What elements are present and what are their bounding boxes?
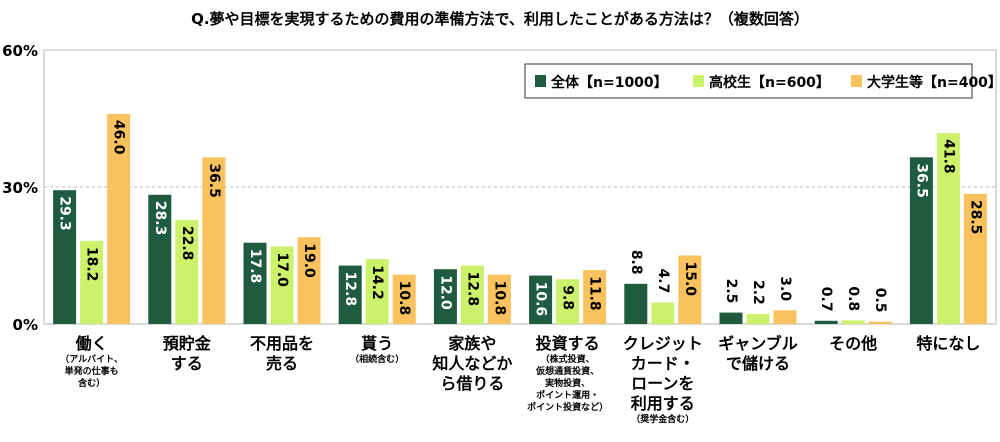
bar-value-label: 15.0 bbox=[682, 262, 698, 297]
bar bbox=[175, 219, 199, 324]
bar bbox=[243, 242, 267, 324]
bar-value-label: 10.8 bbox=[491, 281, 507, 316]
bar-value-label: 36.5 bbox=[206, 163, 222, 198]
x-category-label: ギャンブル で儲ける bbox=[710, 334, 805, 374]
category-main-text: 不用品を 売る bbox=[249, 334, 314, 373]
bar bbox=[719, 312, 743, 324]
bar-value-label: 17.0 bbox=[274, 252, 290, 287]
bar-value-label: 0.5 bbox=[872, 288, 888, 313]
category-main-text: ギャンブル で儲ける bbox=[718, 334, 798, 373]
x-category-label: クレジット カード・ ローンを 利用する （奨学金含む） bbox=[615, 334, 710, 426]
bar bbox=[746, 313, 770, 324]
bar-value-label: 2.5 bbox=[723, 279, 739, 304]
bar bbox=[107, 113, 131, 324]
bar bbox=[270, 246, 294, 324]
legend-label: 全体【n=1000】 bbox=[550, 74, 668, 91]
bar-value-label: 10.8 bbox=[396, 281, 412, 316]
x-category-label: 投資する （株式投資、 仮想通貨投資、 実物投資、 ポイント運用・ ポイント投資な… bbox=[520, 334, 615, 414]
x-category-label: 預貯金 する bbox=[139, 334, 234, 374]
category-main-text: クレジット カード・ ローンを 利用する bbox=[622, 334, 703, 413]
bar bbox=[651, 302, 675, 324]
bar-value-label: 19.0 bbox=[301, 243, 317, 278]
category-sub-text: （株式投資、 仮想通貨投資、 実物投資、 ポイント運用・ ポイント投資など） bbox=[527, 355, 609, 413]
x-category-label: 家族や 知人などから借りる bbox=[425, 334, 520, 394]
bar bbox=[365, 259, 389, 324]
legend-swatch bbox=[851, 75, 862, 87]
bar-value-label: 29.3 bbox=[57, 196, 73, 231]
bar bbox=[556, 279, 580, 324]
bar bbox=[963, 193, 987, 324]
x-category-label: 不用品を 売る bbox=[234, 334, 329, 374]
category-main-text: その他 bbox=[829, 334, 878, 353]
bar bbox=[487, 274, 511, 324]
bar-value-label: 22.8 bbox=[179, 226, 195, 261]
bar bbox=[624, 283, 648, 324]
bar-value-label: 0.7 bbox=[818, 287, 834, 312]
bar bbox=[202, 157, 226, 324]
bar-value-label: 4.7 bbox=[655, 269, 671, 294]
bar-value-label: 28.3 bbox=[152, 201, 168, 236]
category-sub-text: （相続含む） bbox=[350, 355, 405, 365]
bar bbox=[148, 194, 172, 324]
legend-swatch bbox=[535, 75, 546, 87]
category-main-text: 預貯金 する bbox=[162, 334, 211, 373]
category-main-text: 働く bbox=[75, 334, 108, 353]
bar-value-label: 10.6 bbox=[533, 282, 549, 317]
category-main-text: 貰う bbox=[361, 334, 394, 353]
chart-title: Q.夢や目標を実現するための費用の準備方法で、利用したことがある方法は？（複数回… bbox=[191, 10, 809, 28]
bar bbox=[814, 320, 838, 324]
bar bbox=[529, 275, 553, 324]
bar-value-label: 18.2 bbox=[84, 247, 100, 282]
y-tick-label: 30% bbox=[2, 179, 38, 197]
bar-value-label: 2.2 bbox=[750, 280, 766, 305]
bar-value-label: 41.8 bbox=[940, 139, 956, 174]
bar-value-label: 12.0 bbox=[437, 275, 453, 310]
bar-value-label: 12.8 bbox=[342, 272, 358, 307]
bar bbox=[297, 237, 321, 324]
bar bbox=[583, 270, 607, 324]
bar bbox=[392, 274, 416, 324]
bar-value-label: 0.8 bbox=[845, 286, 861, 311]
bar bbox=[53, 190, 77, 324]
category-main-text: 投資する bbox=[535, 334, 600, 353]
bar-value-label: 8.8 bbox=[628, 250, 644, 275]
legend-swatch bbox=[693, 75, 704, 87]
y-tick-label: 60% bbox=[2, 42, 38, 60]
bar-value-label: 11.8 bbox=[587, 276, 603, 311]
y-tick-label: 0% bbox=[13, 316, 38, 334]
bar-value-label: 12.8 bbox=[464, 272, 480, 307]
bar bbox=[773, 310, 797, 324]
category-main-text: 特になし bbox=[916, 334, 981, 353]
category-main-text: 家族や 知人などから借りる bbox=[432, 334, 513, 393]
legend-label: 大学生等【n=400】 bbox=[867, 74, 1000, 91]
legend-box bbox=[524, 63, 973, 99]
bar bbox=[338, 265, 362, 324]
category-sub-text: （アルバイト、 単発の仕事も 含む） bbox=[60, 355, 123, 389]
bar bbox=[433, 269, 457, 324]
bar-value-label: 46.0 bbox=[111, 120, 127, 155]
x-category-label: 貰う （相続含む） bbox=[330, 334, 425, 366]
bar-value-label: 28.5 bbox=[967, 200, 983, 235]
bar bbox=[868, 321, 892, 324]
bar bbox=[678, 255, 702, 324]
bar-value-label: 9.8 bbox=[560, 285, 576, 310]
bar bbox=[841, 320, 865, 324]
bar-value-label: 36.5 bbox=[913, 163, 929, 198]
bar bbox=[936, 133, 960, 324]
bar-value-label: 17.8 bbox=[247, 249, 263, 284]
bar bbox=[909, 157, 933, 324]
legend-label: 高校生【n=600】 bbox=[709, 74, 830, 91]
x-category-label: 特になし bbox=[901, 334, 996, 354]
x-category-label: その他 bbox=[806, 334, 901, 354]
bar bbox=[460, 265, 484, 324]
category-sub-text: （奨学金含む） bbox=[631, 415, 695, 425]
bar bbox=[80, 240, 104, 324]
x-category-label: 働く （アルバイト、 単発の仕事も 含む） bbox=[44, 334, 139, 390]
bar-value-label: 3.0 bbox=[777, 276, 793, 301]
bar-value-label: 14.2 bbox=[369, 265, 385, 300]
